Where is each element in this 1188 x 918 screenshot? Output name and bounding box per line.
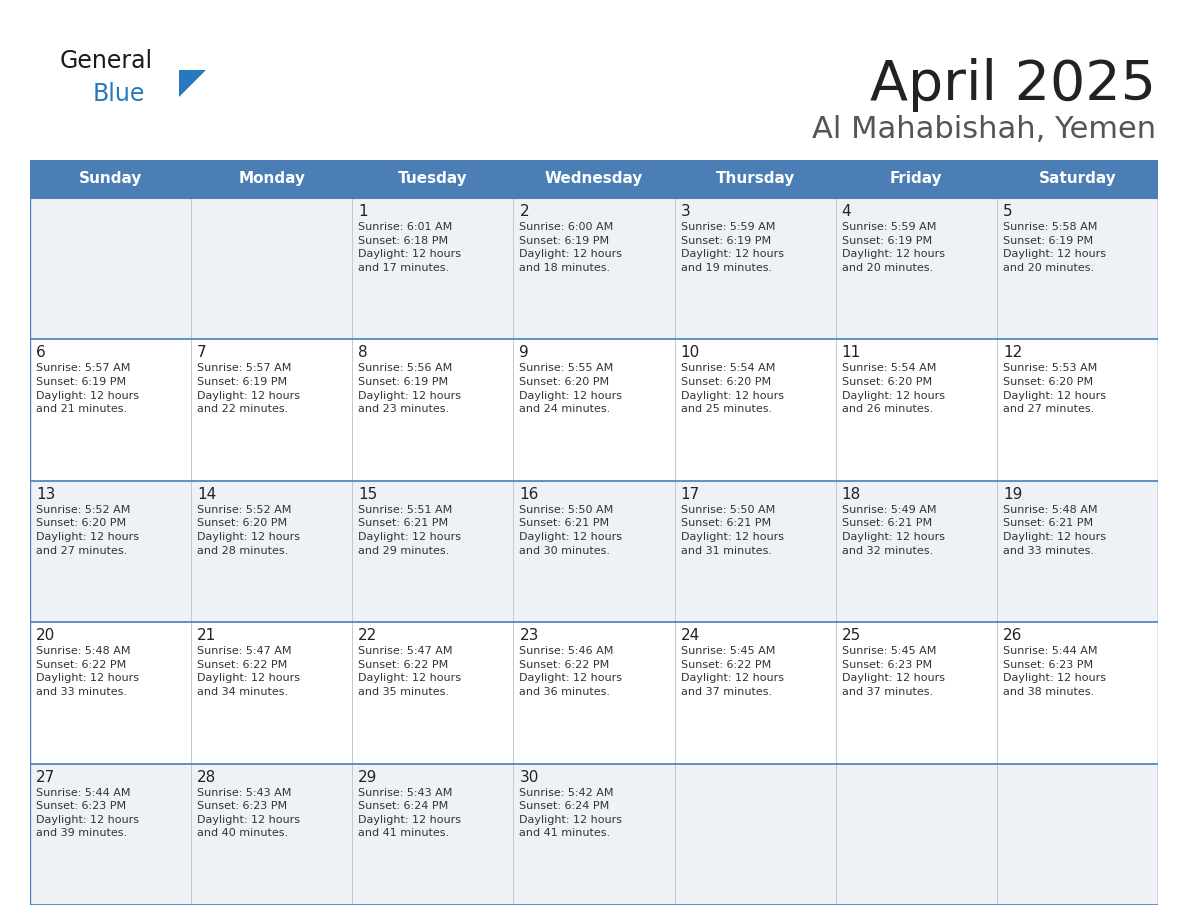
Text: Sunrise: 5:50 AM
Sunset: 6:21 PM
Daylight: 12 hours
and 31 minutes.: Sunrise: 5:50 AM Sunset: 6:21 PM Dayligh… bbox=[681, 505, 784, 555]
Text: Sunrise: 5:45 AM
Sunset: 6:22 PM
Daylight: 12 hours
and 37 minutes.: Sunrise: 5:45 AM Sunset: 6:22 PM Dayligh… bbox=[681, 646, 784, 697]
Text: Sunrise: 5:44 AM
Sunset: 6:23 PM
Daylight: 12 hours
and 39 minutes.: Sunrise: 5:44 AM Sunset: 6:23 PM Dayligh… bbox=[36, 788, 139, 838]
Text: 2: 2 bbox=[519, 204, 529, 219]
Text: 3: 3 bbox=[681, 204, 690, 219]
Text: Sunrise: 5:48 AM
Sunset: 6:22 PM
Daylight: 12 hours
and 33 minutes.: Sunrise: 5:48 AM Sunset: 6:22 PM Dayligh… bbox=[36, 646, 139, 697]
Text: Sunrise: 5:45 AM
Sunset: 6:23 PM
Daylight: 12 hours
and 37 minutes.: Sunrise: 5:45 AM Sunset: 6:23 PM Dayligh… bbox=[842, 646, 944, 697]
Text: 27: 27 bbox=[36, 769, 56, 785]
Text: Sunrise: 5:52 AM
Sunset: 6:20 PM
Daylight: 12 hours
and 28 minutes.: Sunrise: 5:52 AM Sunset: 6:20 PM Dayligh… bbox=[197, 505, 301, 555]
Text: April 2025: April 2025 bbox=[870, 58, 1156, 112]
Bar bbox=[30, 340, 1158, 481]
Text: 26: 26 bbox=[1003, 628, 1022, 644]
Text: Monday: Monday bbox=[239, 172, 305, 186]
Text: 6: 6 bbox=[36, 345, 46, 361]
Text: 12: 12 bbox=[1003, 345, 1022, 361]
Text: 14: 14 bbox=[197, 487, 216, 502]
Text: 20: 20 bbox=[36, 628, 56, 644]
Text: 4: 4 bbox=[842, 204, 852, 219]
Text: General: General bbox=[59, 50, 152, 73]
Bar bbox=[30, 481, 1158, 622]
Text: 21: 21 bbox=[197, 628, 216, 644]
Text: 19: 19 bbox=[1003, 487, 1022, 502]
Text: 29: 29 bbox=[359, 769, 378, 785]
Text: Sunrise: 5:47 AM
Sunset: 6:22 PM
Daylight: 12 hours
and 34 minutes.: Sunrise: 5:47 AM Sunset: 6:22 PM Dayligh… bbox=[197, 646, 301, 697]
Text: 17: 17 bbox=[681, 487, 700, 502]
Text: 30: 30 bbox=[519, 769, 539, 785]
Text: 7: 7 bbox=[197, 345, 207, 361]
Text: Sunrise: 6:00 AM
Sunset: 6:19 PM
Daylight: 12 hours
and 18 minutes.: Sunrise: 6:00 AM Sunset: 6:19 PM Dayligh… bbox=[519, 222, 623, 273]
Bar bbox=[30, 764, 1158, 905]
Text: Sunrise: 5:55 AM
Sunset: 6:20 PM
Daylight: 12 hours
and 24 minutes.: Sunrise: 5:55 AM Sunset: 6:20 PM Dayligh… bbox=[519, 364, 623, 414]
Text: 24: 24 bbox=[681, 628, 700, 644]
Text: 10: 10 bbox=[681, 345, 700, 361]
Text: 22: 22 bbox=[359, 628, 378, 644]
Text: Sunrise: 5:42 AM
Sunset: 6:24 PM
Daylight: 12 hours
and 41 minutes.: Sunrise: 5:42 AM Sunset: 6:24 PM Dayligh… bbox=[519, 788, 623, 838]
Text: Sunrise: 5:46 AM
Sunset: 6:22 PM
Daylight: 12 hours
and 36 minutes.: Sunrise: 5:46 AM Sunset: 6:22 PM Dayligh… bbox=[519, 646, 623, 697]
Text: 5: 5 bbox=[1003, 204, 1012, 219]
Bar bbox=[30, 622, 1158, 764]
Bar bbox=[30, 160, 1158, 198]
Text: Sunrise: 5:59 AM
Sunset: 6:19 PM
Daylight: 12 hours
and 19 minutes.: Sunrise: 5:59 AM Sunset: 6:19 PM Dayligh… bbox=[681, 222, 784, 273]
Text: Sunrise: 6:01 AM
Sunset: 6:18 PM
Daylight: 12 hours
and 17 minutes.: Sunrise: 6:01 AM Sunset: 6:18 PM Dayligh… bbox=[359, 222, 461, 273]
Text: 23: 23 bbox=[519, 628, 539, 644]
Text: 8: 8 bbox=[359, 345, 368, 361]
Text: Sunrise: 5:57 AM
Sunset: 6:19 PM
Daylight: 12 hours
and 22 minutes.: Sunrise: 5:57 AM Sunset: 6:19 PM Dayligh… bbox=[197, 364, 301, 414]
Text: 15: 15 bbox=[359, 487, 378, 502]
Text: 9: 9 bbox=[519, 345, 529, 361]
Text: Sunrise: 5:43 AM
Sunset: 6:24 PM
Daylight: 12 hours
and 41 minutes.: Sunrise: 5:43 AM Sunset: 6:24 PM Dayligh… bbox=[359, 788, 461, 838]
Text: Sunrise: 5:54 AM
Sunset: 6:20 PM
Daylight: 12 hours
and 26 minutes.: Sunrise: 5:54 AM Sunset: 6:20 PM Dayligh… bbox=[842, 364, 944, 414]
Text: 18: 18 bbox=[842, 487, 861, 502]
Text: Al Mahabishah, Yemen: Al Mahabishah, Yemen bbox=[811, 115, 1156, 144]
Text: Tuesday: Tuesday bbox=[398, 172, 468, 186]
Text: 11: 11 bbox=[842, 345, 861, 361]
Polygon shape bbox=[179, 70, 206, 96]
Text: Sunrise: 5:48 AM
Sunset: 6:21 PM
Daylight: 12 hours
and 33 minutes.: Sunrise: 5:48 AM Sunset: 6:21 PM Dayligh… bbox=[1003, 505, 1106, 555]
Text: 1: 1 bbox=[359, 204, 368, 219]
Text: Sunrise: 5:53 AM
Sunset: 6:20 PM
Daylight: 12 hours
and 27 minutes.: Sunrise: 5:53 AM Sunset: 6:20 PM Dayligh… bbox=[1003, 364, 1106, 414]
Text: Sunrise: 5:56 AM
Sunset: 6:19 PM
Daylight: 12 hours
and 23 minutes.: Sunrise: 5:56 AM Sunset: 6:19 PM Dayligh… bbox=[359, 364, 461, 414]
Text: Sunday: Sunday bbox=[78, 172, 143, 186]
Text: Sunrise: 5:44 AM
Sunset: 6:23 PM
Daylight: 12 hours
and 38 minutes.: Sunrise: 5:44 AM Sunset: 6:23 PM Dayligh… bbox=[1003, 646, 1106, 697]
Text: Sunrise: 5:52 AM
Sunset: 6:20 PM
Daylight: 12 hours
and 27 minutes.: Sunrise: 5:52 AM Sunset: 6:20 PM Dayligh… bbox=[36, 505, 139, 555]
Text: Sunrise: 5:43 AM
Sunset: 6:23 PM
Daylight: 12 hours
and 40 minutes.: Sunrise: 5:43 AM Sunset: 6:23 PM Dayligh… bbox=[197, 788, 301, 838]
Text: Sunrise: 5:58 AM
Sunset: 6:19 PM
Daylight: 12 hours
and 20 minutes.: Sunrise: 5:58 AM Sunset: 6:19 PM Dayligh… bbox=[1003, 222, 1106, 273]
Text: Saturday: Saturday bbox=[1038, 172, 1117, 186]
Text: Sunrise: 5:54 AM
Sunset: 6:20 PM
Daylight: 12 hours
and 25 minutes.: Sunrise: 5:54 AM Sunset: 6:20 PM Dayligh… bbox=[681, 364, 784, 414]
Text: Sunrise: 5:49 AM
Sunset: 6:21 PM
Daylight: 12 hours
and 32 minutes.: Sunrise: 5:49 AM Sunset: 6:21 PM Dayligh… bbox=[842, 505, 944, 555]
Text: 28: 28 bbox=[197, 769, 216, 785]
Text: Sunrise: 5:47 AM
Sunset: 6:22 PM
Daylight: 12 hours
and 35 minutes.: Sunrise: 5:47 AM Sunset: 6:22 PM Dayligh… bbox=[359, 646, 461, 697]
Text: Wednesday: Wednesday bbox=[545, 172, 643, 186]
Text: Friday: Friday bbox=[890, 172, 942, 186]
Bar bbox=[30, 198, 1158, 340]
Text: Sunrise: 5:57 AM
Sunset: 6:19 PM
Daylight: 12 hours
and 21 minutes.: Sunrise: 5:57 AM Sunset: 6:19 PM Dayligh… bbox=[36, 364, 139, 414]
Text: 13: 13 bbox=[36, 487, 56, 502]
Text: Sunrise: 5:50 AM
Sunset: 6:21 PM
Daylight: 12 hours
and 30 minutes.: Sunrise: 5:50 AM Sunset: 6:21 PM Dayligh… bbox=[519, 505, 623, 555]
Text: Sunrise: 5:51 AM
Sunset: 6:21 PM
Daylight: 12 hours
and 29 minutes.: Sunrise: 5:51 AM Sunset: 6:21 PM Dayligh… bbox=[359, 505, 461, 555]
Text: 25: 25 bbox=[842, 628, 861, 644]
Text: Thursday: Thursday bbox=[715, 172, 795, 186]
Text: Blue: Blue bbox=[93, 83, 145, 106]
Text: 16: 16 bbox=[519, 487, 539, 502]
Text: Sunrise: 5:59 AM
Sunset: 6:19 PM
Daylight: 12 hours
and 20 minutes.: Sunrise: 5:59 AM Sunset: 6:19 PM Dayligh… bbox=[842, 222, 944, 273]
